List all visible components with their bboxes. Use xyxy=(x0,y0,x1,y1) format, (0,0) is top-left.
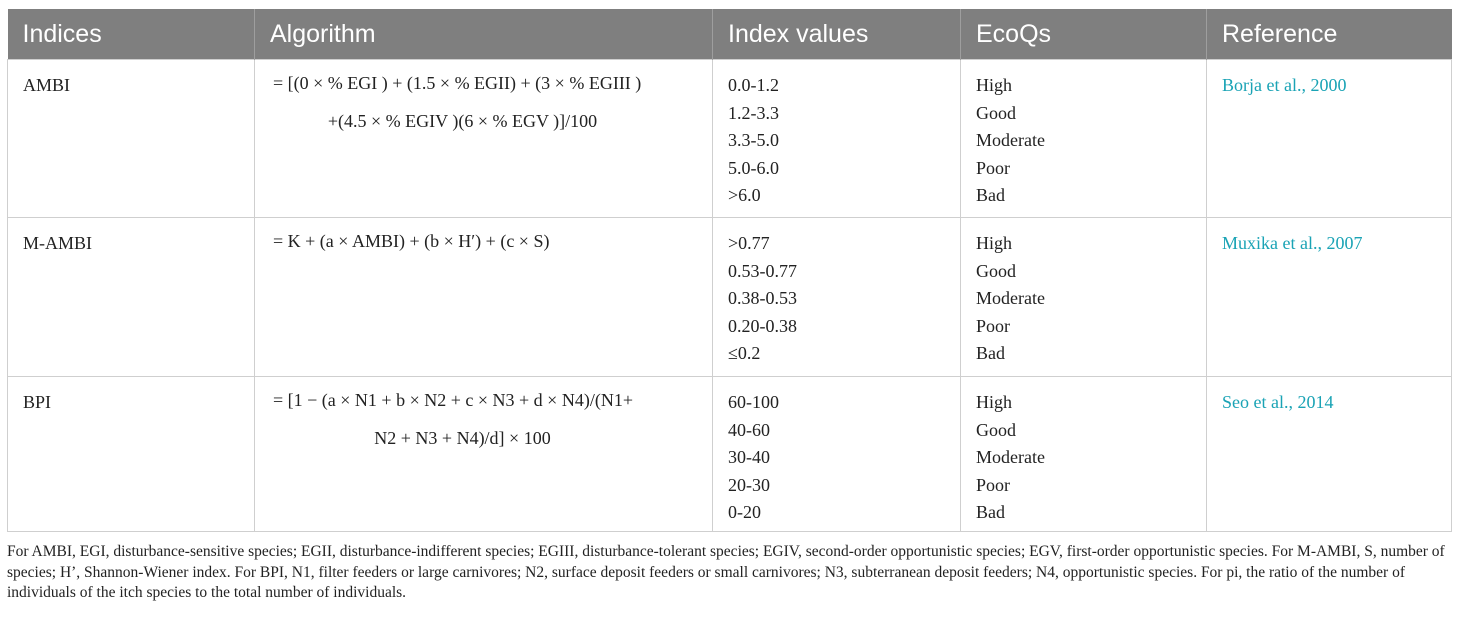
index-value: ≤0.2 xyxy=(728,343,761,363)
ecoq-label: Bad xyxy=(976,343,1005,363)
header-algorithm: Algorithm xyxy=(254,9,713,60)
table-header-row: Indices Algorithm Index values EcoQs Ref… xyxy=(7,9,1452,60)
reference-link[interactable]: Borja et al., 2000 xyxy=(1222,75,1347,95)
ecoq-label: Moderate xyxy=(976,288,1045,308)
reference-link[interactable]: Muxika et al., 2007 xyxy=(1222,233,1363,253)
ecoq-label: Moderate xyxy=(976,130,1045,150)
reference-link[interactable]: Seo et al., 2014 xyxy=(1222,392,1334,412)
ecoq-label: Poor xyxy=(976,474,1011,495)
formula-line: N2 + N3 + N4)/d] × 100 xyxy=(374,428,551,448)
ecoq-label: Good xyxy=(976,102,1016,123)
index-name: M-AMBI xyxy=(7,217,255,377)
index-value: 40-60 xyxy=(728,419,770,440)
header-ecoqs: EcoQs xyxy=(960,9,1207,60)
table-footnote: For AMBI, EGI, disturbance-sensitive spe… xyxy=(7,543,1445,601)
formula-line: = K + (a × AMBI) + (b × H′) + (c × S) xyxy=(273,231,550,251)
formula-line: = [1 − (a × N1 + b × N2 + c × N3 + d × N… xyxy=(273,390,633,410)
formula-line: +(4.5 × % EGIV )(6 × % EGV )]/100 xyxy=(327,111,598,131)
ecoq-label: Bad xyxy=(976,185,1005,205)
index-value: >0.77 xyxy=(728,233,770,253)
index-values-cell: 0.0-1.2 1.2-3.3 3.3-5.0 5.0-6.0 >6.0 xyxy=(712,59,961,218)
index-value: 3.3-5.0 xyxy=(728,130,779,150)
index-value: 1.2-3.3 xyxy=(728,102,779,123)
ecoq-label: Good xyxy=(976,419,1016,440)
index-value: 0.38-0.53 xyxy=(728,288,797,308)
algorithm-cell: = [(0 × % EGI ) + (1.5 × % EGII) + (3 × … xyxy=(254,59,713,218)
index-value: 5.0-6.0 xyxy=(728,157,779,178)
ecoq-label: Poor xyxy=(976,315,1011,336)
index-values-cell: 60-100 40-60 30-40 20-30 0-20 xyxy=(712,376,961,532)
formula-line: = [(0 × % EGI ) + (1.5 × % EGII) + (3 × … xyxy=(273,73,642,93)
ecoq-label: High xyxy=(976,233,1012,253)
table-row: BPI = [1 − (a × N1 + b × N2 + c × N3 + d… xyxy=(7,376,1452,532)
ecoq-label: High xyxy=(976,75,1012,95)
ecoqs-cell: High Good Moderate Poor Bad xyxy=(960,376,1207,532)
header-reference: Reference xyxy=(1206,9,1452,60)
index-value: 20-30 xyxy=(728,474,770,495)
ecoqs-cell: High Good Moderate Poor Bad xyxy=(960,217,1207,377)
index-value: 60-100 xyxy=(728,392,779,412)
index-value: 0.0-1.2 xyxy=(728,75,779,95)
ecoq-label: Poor xyxy=(976,157,1011,178)
index-value: 0-20 xyxy=(728,502,761,522)
ecoqs-cell: High Good Moderate Poor Bad xyxy=(960,59,1207,218)
ecoq-label: Moderate xyxy=(976,447,1045,467)
table-row: AMBI = [(0 × % EGI ) + (1.5 × % EGII) + … xyxy=(7,59,1452,218)
algorithm-cell: = K + (a × AMBI) + (b × H′) + (c × S) xyxy=(254,217,713,377)
indices-table: Indices Algorithm Index values EcoQs Ref… xyxy=(7,9,1452,532)
reference-cell: Borja et al., 2000 xyxy=(1206,59,1452,218)
ecoq-label: High xyxy=(976,392,1012,412)
header-index-values: Index values xyxy=(712,9,961,60)
index-value: >6.0 xyxy=(728,185,761,205)
ecoq-label: Good xyxy=(976,260,1016,281)
index-name: AMBI xyxy=(7,59,255,218)
index-value: 30-40 xyxy=(728,447,770,467)
ecoq-label: Bad xyxy=(976,502,1005,522)
index-name: BPI xyxy=(7,376,255,532)
header-indices: Indices xyxy=(7,9,255,60)
table-row: M-AMBI = K + (a × AMBI) + (b × H′) + (c … xyxy=(7,217,1452,377)
reference-cell: Seo et al., 2014 xyxy=(1206,376,1452,532)
index-value: 0.53-0.77 xyxy=(728,260,797,281)
algorithm-cell: = [1 − (a × N1 + b × N2 + c × N3 + d × N… xyxy=(254,376,713,532)
index-value: 0.20-0.38 xyxy=(728,315,797,336)
reference-cell: Muxika et al., 2007 xyxy=(1206,217,1452,377)
index-values-cell: >0.77 0.53-0.77 0.38-0.53 0.20-0.38 ≤0.2 xyxy=(712,217,961,377)
